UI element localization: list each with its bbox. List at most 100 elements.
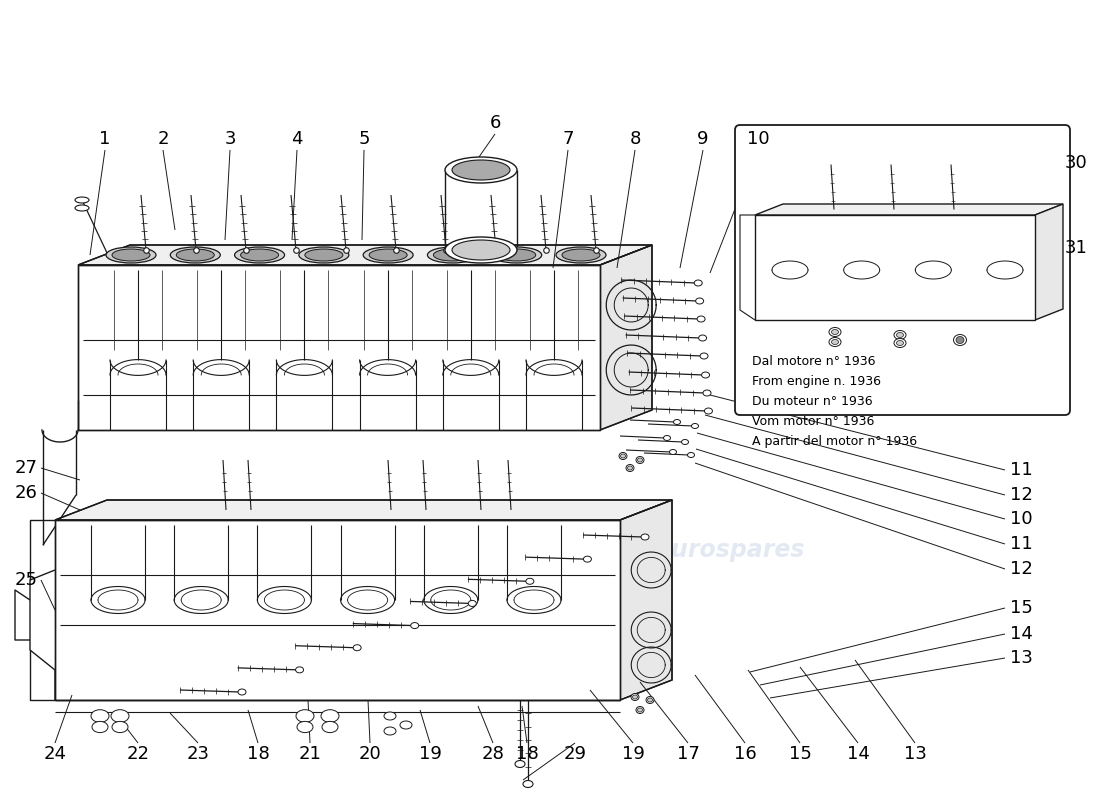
Text: 22: 22 (126, 745, 150, 763)
Ellipse shape (648, 698, 652, 702)
Ellipse shape (452, 160, 510, 180)
Text: 5: 5 (359, 130, 370, 148)
Ellipse shape (619, 453, 627, 459)
Text: 2: 2 (157, 130, 168, 148)
Text: eurospares: eurospares (135, 538, 285, 562)
Text: 16: 16 (734, 745, 757, 763)
Text: eurospares: eurospares (656, 538, 805, 562)
Text: 11: 11 (1010, 461, 1033, 479)
Text: 18: 18 (246, 745, 270, 763)
Text: Dal motore n° 1936: Dal motore n° 1936 (752, 355, 876, 368)
Ellipse shape (515, 761, 525, 767)
Ellipse shape (700, 353, 708, 359)
Ellipse shape (446, 237, 517, 263)
Ellipse shape (428, 247, 477, 263)
Ellipse shape (670, 450, 676, 454)
Text: 12: 12 (1010, 486, 1033, 504)
Text: 10: 10 (1010, 510, 1033, 528)
Ellipse shape (106, 247, 156, 263)
Ellipse shape (446, 157, 517, 183)
Text: 19: 19 (419, 745, 441, 763)
Text: 11: 11 (1010, 535, 1033, 553)
Ellipse shape (832, 339, 838, 345)
Ellipse shape (522, 781, 534, 787)
Ellipse shape (433, 249, 472, 261)
Text: From engine n. 1936: From engine n. 1936 (752, 375, 881, 388)
Ellipse shape (829, 327, 842, 337)
Ellipse shape (698, 335, 706, 341)
Ellipse shape (641, 534, 649, 540)
Ellipse shape (562, 249, 600, 261)
Ellipse shape (894, 330, 906, 339)
Ellipse shape (631, 694, 639, 701)
Polygon shape (600, 245, 652, 430)
Ellipse shape (954, 334, 967, 346)
Ellipse shape (583, 556, 592, 562)
Text: 19: 19 (621, 745, 645, 763)
Ellipse shape (384, 727, 396, 735)
Text: 18: 18 (516, 745, 538, 763)
Text: 6: 6 (490, 114, 500, 132)
Ellipse shape (627, 466, 632, 470)
Ellipse shape (410, 622, 419, 629)
Ellipse shape (75, 205, 89, 211)
Ellipse shape (322, 722, 338, 733)
Text: 20: 20 (359, 745, 382, 763)
Ellipse shape (832, 330, 838, 334)
Ellipse shape (176, 249, 214, 261)
Polygon shape (55, 520, 620, 700)
Text: 3: 3 (224, 130, 235, 148)
Ellipse shape (695, 298, 704, 304)
Text: 31: 31 (1065, 239, 1088, 257)
Ellipse shape (321, 710, 339, 722)
Ellipse shape (112, 722, 128, 733)
Text: 1: 1 (99, 130, 111, 148)
Ellipse shape (370, 249, 407, 261)
Polygon shape (620, 500, 672, 700)
Ellipse shape (703, 390, 711, 396)
Ellipse shape (702, 372, 710, 378)
Ellipse shape (469, 601, 476, 606)
Ellipse shape (682, 439, 689, 445)
Ellipse shape (673, 419, 681, 425)
Text: 13: 13 (903, 745, 926, 763)
Text: 10: 10 (747, 130, 769, 148)
Ellipse shape (694, 280, 702, 286)
Text: 26: 26 (15, 484, 39, 502)
Text: 27: 27 (15, 459, 39, 477)
Ellipse shape (626, 465, 634, 471)
Text: 15: 15 (789, 745, 812, 763)
Text: 7: 7 (562, 130, 574, 148)
Text: Du moteur n° 1936: Du moteur n° 1936 (752, 395, 872, 408)
Ellipse shape (299, 247, 349, 263)
Text: 15: 15 (1010, 599, 1033, 617)
Ellipse shape (526, 578, 534, 584)
Ellipse shape (697, 316, 705, 322)
Text: 14: 14 (847, 745, 869, 763)
Text: eurospares: eurospares (395, 538, 544, 562)
Ellipse shape (297, 722, 313, 733)
Polygon shape (1035, 204, 1063, 320)
Text: 8: 8 (629, 130, 640, 148)
Ellipse shape (638, 708, 642, 712)
Ellipse shape (688, 453, 694, 458)
Ellipse shape (112, 249, 150, 261)
Ellipse shape (894, 338, 906, 347)
Text: 9: 9 (697, 130, 708, 148)
Ellipse shape (296, 667, 304, 673)
Text: 25: 25 (15, 571, 39, 589)
Ellipse shape (636, 706, 644, 714)
Ellipse shape (238, 689, 246, 695)
Polygon shape (755, 204, 1063, 215)
Polygon shape (78, 265, 600, 430)
Text: A partir del motor n° 1936: A partir del motor n° 1936 (752, 435, 917, 448)
Text: 14: 14 (1010, 625, 1033, 643)
Ellipse shape (829, 338, 842, 346)
Ellipse shape (956, 337, 964, 343)
Ellipse shape (400, 721, 412, 729)
Polygon shape (78, 245, 652, 265)
Ellipse shape (241, 249, 278, 261)
Text: 23: 23 (187, 745, 209, 763)
FancyBboxPatch shape (735, 125, 1070, 415)
Text: eurospares: eurospares (395, 298, 544, 322)
